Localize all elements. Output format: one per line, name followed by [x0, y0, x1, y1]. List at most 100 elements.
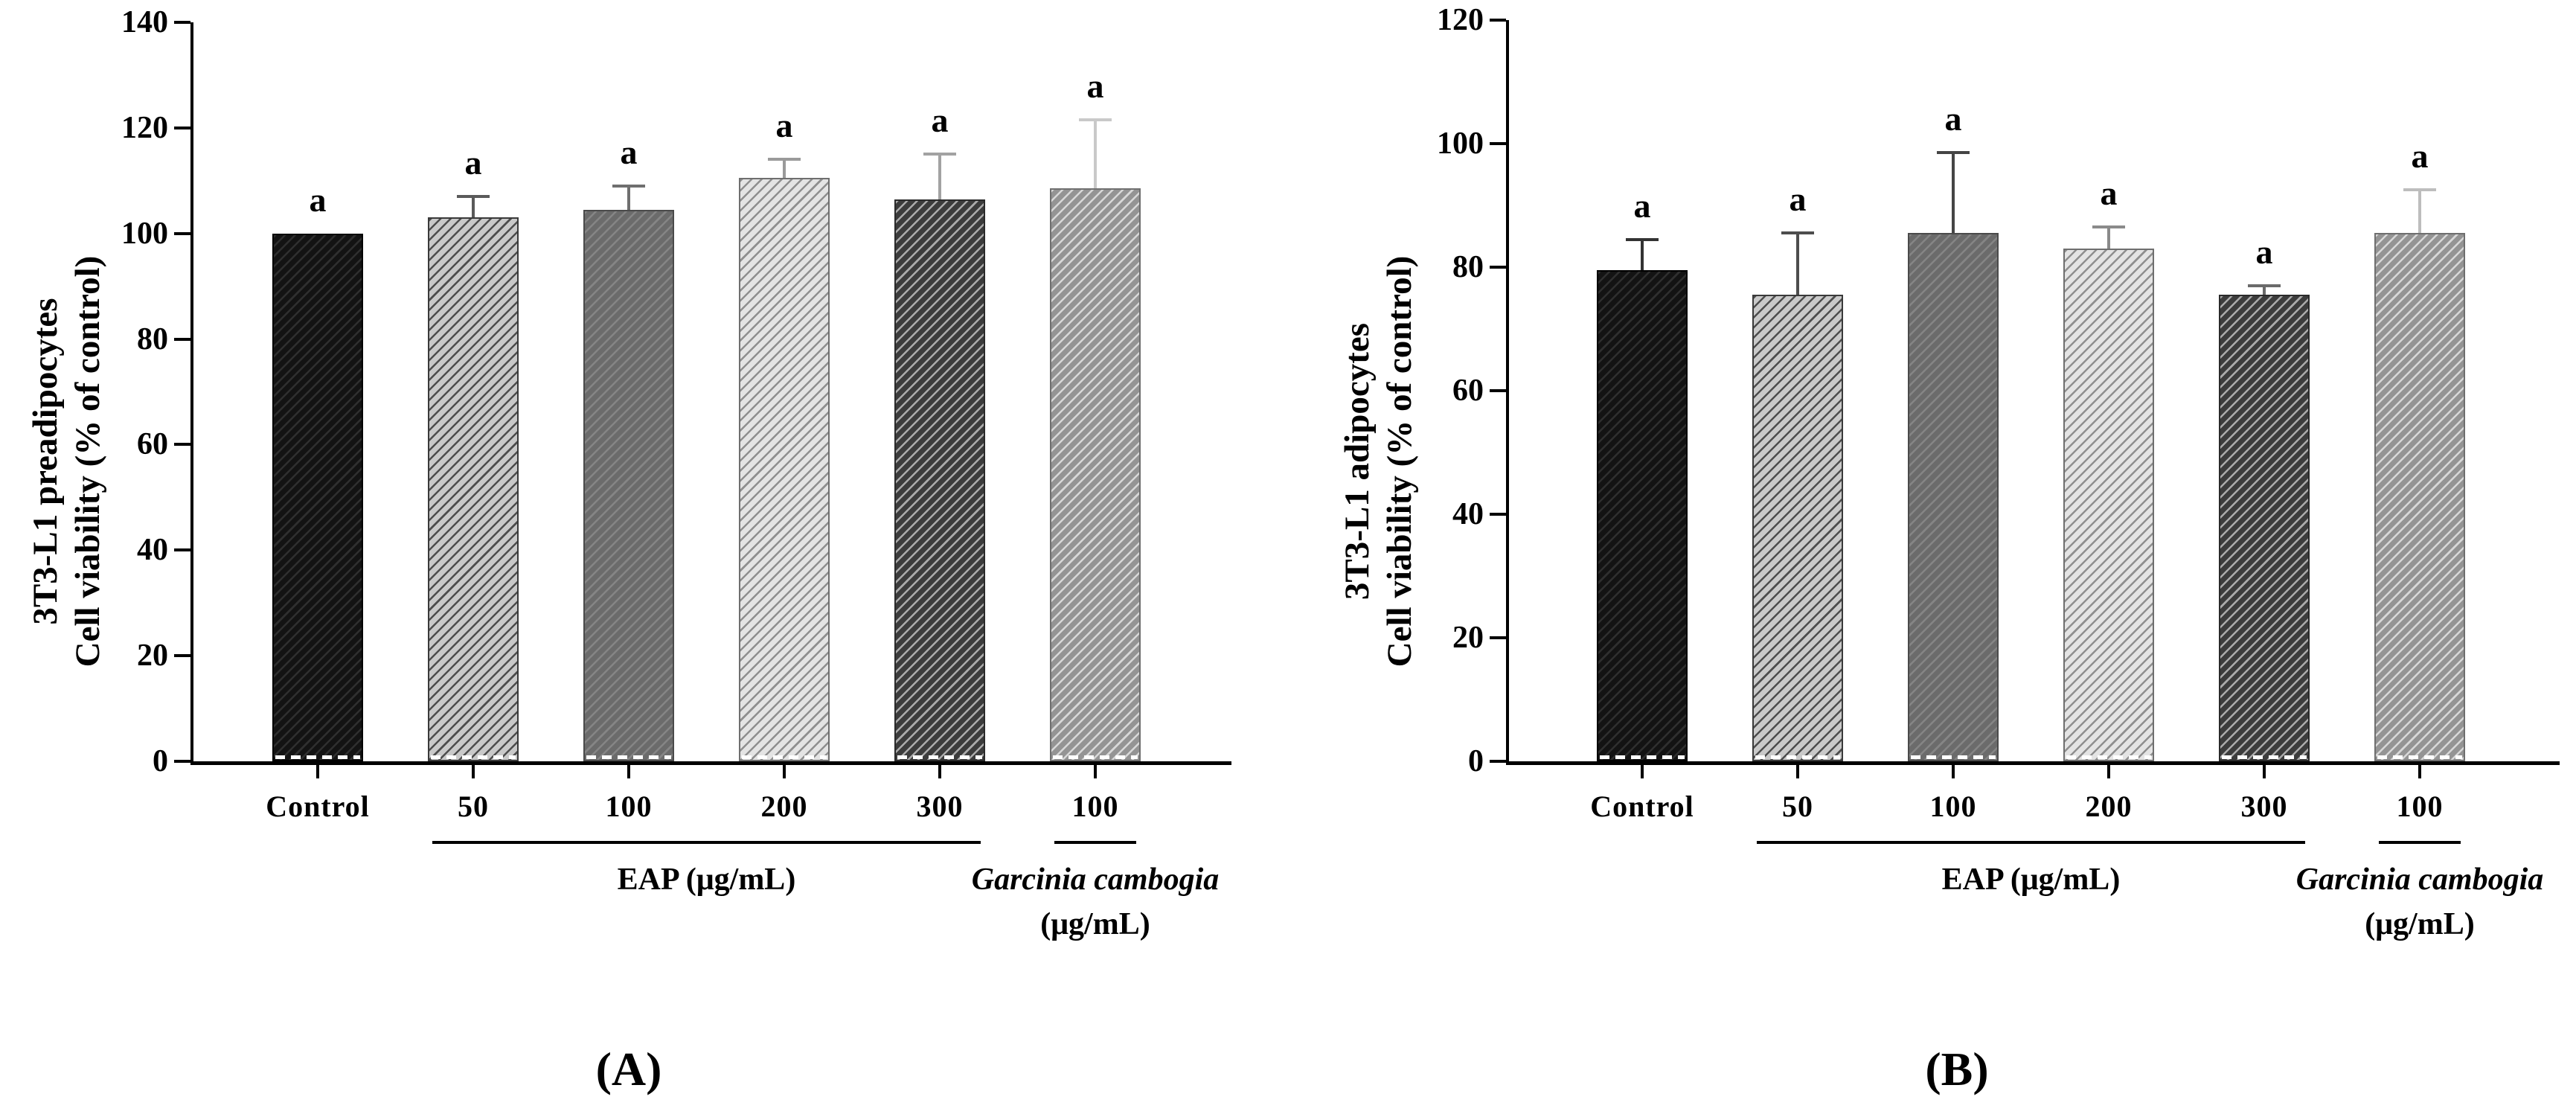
- bar-baseline-dashes: [2377, 755, 2462, 759]
- x-axis-tick: [783, 765, 786, 778]
- viability-bar: [1908, 233, 1999, 761]
- error-bar-line: [938, 154, 941, 199]
- group-label: Garcinia cambogia: [971, 863, 1220, 897]
- error-bar-line: [783, 159, 786, 179]
- significance-label: a: [1944, 100, 1962, 138]
- y-axis-tick-label: 100: [1437, 127, 1484, 161]
- error-bar-line: [1796, 233, 1799, 295]
- error-bar-line: [2418, 190, 2421, 234]
- x-axis-tick: [1952, 765, 1955, 778]
- y-axis-tick: [1490, 389, 1506, 392]
- x-axis-line: [1506, 761, 2560, 765]
- group-underline: [1757, 841, 2305, 844]
- significance-label: a: [464, 144, 482, 182]
- error-bar-line: [2263, 285, 2266, 295]
- error-bar-line: [1641, 239, 1644, 271]
- significance-label: a: [620, 132, 638, 171]
- bar-baseline-dashes: [1911, 755, 1996, 759]
- y-axis-tick-label: 140: [121, 4, 168, 39]
- x-category-label: 300: [916, 790, 964, 823]
- x-axis-tick: [2107, 765, 2110, 778]
- y-axis-tick-label: 40: [137, 533, 168, 568]
- x-category-label: 50: [458, 790, 489, 823]
- y-axis-tick-label: 0: [1468, 744, 1484, 778]
- y-axis-tick-label: 60: [137, 427, 168, 462]
- x-axis-tick: [1796, 765, 1799, 778]
- y-axis-tick: [1490, 266, 1506, 269]
- x-axis-tick: [316, 765, 319, 778]
- significance-label: a: [2100, 174, 2118, 213]
- y-axis-title: 3T3-L1 preadipocytes Cell viability (% of…: [25, 112, 117, 811]
- x-category-label: 100: [605, 790, 653, 823]
- error-bar-line: [627, 185, 630, 210]
- error-bar-line: [1952, 153, 1955, 234]
- bar-baseline-dashes: [275, 755, 360, 759]
- significance-label: a: [2255, 232, 2273, 271]
- bar-baseline-dashes: [431, 755, 516, 759]
- error-bar-cap: [457, 195, 490, 199]
- y-axis-tick-label: 40: [1452, 497, 1484, 531]
- error-bar-cap: [1079, 118, 1112, 122]
- error-bar-cap: [1626, 237, 1659, 241]
- x-category-label: 300: [2240, 790, 2288, 823]
- viability-bar: [1050, 188, 1141, 761]
- x-category-label: 100: [2396, 790, 2444, 823]
- viability-bar: [583, 209, 674, 761]
- y-axis-title: 3T3-L1 adipocytes Cell viability (% of co…: [1336, 112, 1429, 811]
- y-axis-tick: [174, 654, 190, 658]
- y-axis-tick: [174, 548, 190, 552]
- significance-label: a: [1633, 186, 1651, 225]
- y-axis-title-line2: Cell viability (% of control): [68, 255, 107, 668]
- y-axis-tick-label: 120: [1437, 3, 1484, 37]
- panel-b-adipocytes-chart: 0 20 40 60 80 100 120 3T3-L1 adipocytes Cell via…: [1288, 0, 2576, 1120]
- viability-bar: [272, 233, 363, 761]
- viability-bar: [894, 199, 985, 761]
- error-bar-cap: [2092, 225, 2125, 229]
- x-category-label: Control: [266, 790, 370, 823]
- viability-bar: [2374, 233, 2465, 761]
- x-category-label: 50: [1782, 790, 1813, 823]
- y-axis-tick-label: 80: [1452, 250, 1484, 284]
- y-axis-title-line1: 3T3-L1 adipocytes: [1338, 322, 1377, 601]
- y-axis-tick: [174, 20, 190, 24]
- panel-a-preadipocytes-chart: 0 20 40 60 80 100 120 140 3T3-L1 preadipocytes Ce…: [25, 4, 1231, 1095]
- x-category-label: 100: [1071, 790, 1119, 823]
- error-bar-cap: [1781, 231, 1814, 235]
- bar-baseline-dashes: [586, 755, 671, 759]
- y-axis-tick: [1490, 513, 1506, 516]
- error-bar-cap: [1937, 151, 1970, 155]
- y-axis-tick-label: 60: [1452, 374, 1484, 408]
- y-axis-tick: [174, 443, 190, 447]
- x-axis-tick: [1641, 765, 1644, 778]
- y-axis-tick: [174, 337, 190, 341]
- error-bar-line: [2107, 227, 2110, 249]
- error-bar-line: [472, 196, 475, 218]
- y-axis-tick-label: 120: [121, 110, 168, 145]
- x-axis-tick: [2263, 765, 2266, 778]
- y-axis-line: [190, 22, 193, 764]
- error-bar-line: [1094, 120, 1097, 189]
- y-axis-tick-label: 100: [121, 216, 168, 251]
- y-axis-line: [1506, 20, 1509, 764]
- error-bar-cap: [2403, 188, 2436, 192]
- x-axis-tick: [2418, 765, 2421, 778]
- y-axis-tick: [1490, 19, 1506, 22]
- y-axis-title-line2: Cell viability (% of control): [1380, 255, 1419, 668]
- bar-baseline-dashes: [742, 755, 827, 759]
- viability-bar: [1752, 295, 1843, 761]
- y-axis-tick-label: 20: [1452, 621, 1484, 655]
- group-unit-label: (μg/mL): [2365, 907, 2475, 941]
- x-category-label: Control: [1590, 790, 1694, 823]
- significance-label: a: [1086, 67, 1104, 106]
- significance-label: a: [2411, 137, 2429, 176]
- y-axis-tick: [174, 231, 190, 235]
- panel-letter: (A): [595, 1043, 662, 1095]
- viability-bar: [2219, 295, 2310, 761]
- x-axis-tick: [472, 765, 475, 778]
- bar-baseline-dashes: [2222, 755, 2307, 759]
- x-category-label: 200: [2085, 790, 2133, 823]
- bar-baseline-dashes: [897, 755, 982, 759]
- significance-label: a: [931, 101, 949, 140]
- panel-letter: (B): [1925, 1043, 1989, 1095]
